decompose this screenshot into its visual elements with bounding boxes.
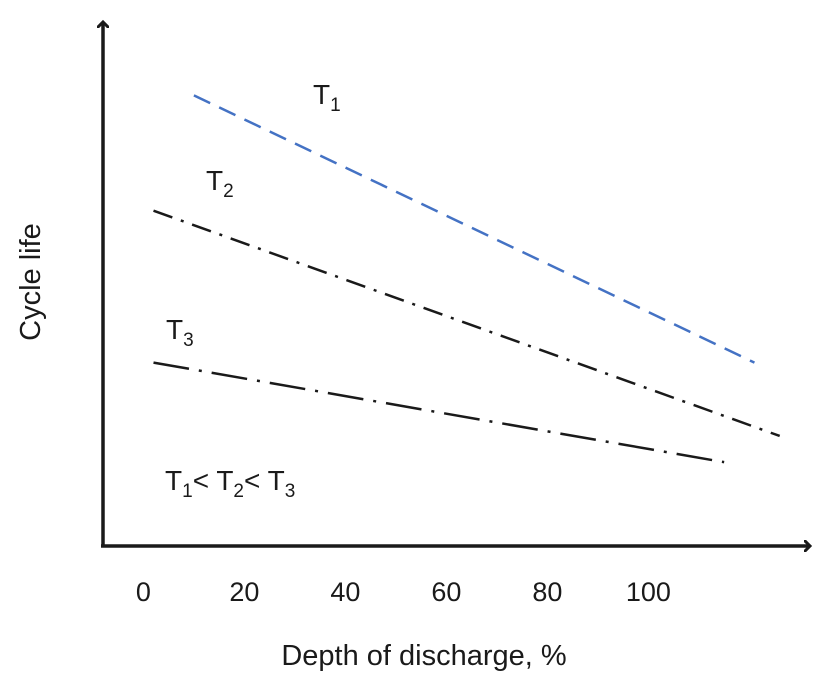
temperature-order-annotation: T1< T2< T3 bbox=[165, 465, 295, 502]
series-label-t2: T2 bbox=[206, 165, 234, 202]
x-tick-label: 20 bbox=[229, 577, 259, 607]
y-axis-title: Cycle life bbox=[15, 223, 47, 341]
x-tick-labels: 0 20 40 60 80 100 bbox=[136, 577, 671, 607]
x-tick-label: 40 bbox=[330, 577, 360, 607]
series-line-t2 bbox=[153, 209, 781, 438]
x-tick-label: 100 bbox=[626, 577, 671, 607]
x-tick-label: 60 bbox=[431, 577, 461, 607]
series-label-t3: T3 bbox=[166, 314, 194, 351]
x-tick-label: 0 bbox=[136, 577, 151, 607]
x-tick-label: 80 bbox=[532, 577, 562, 607]
series-line-t1 bbox=[193, 94, 755, 364]
series-labels: T1 T2 T3 bbox=[166, 79, 341, 351]
series-line-t3 bbox=[153, 361, 725, 464]
series-label-t1: T1 bbox=[313, 79, 341, 116]
x-axis-title: Depth of discharge, % bbox=[281, 640, 566, 672]
series-lines bbox=[153, 94, 781, 464]
